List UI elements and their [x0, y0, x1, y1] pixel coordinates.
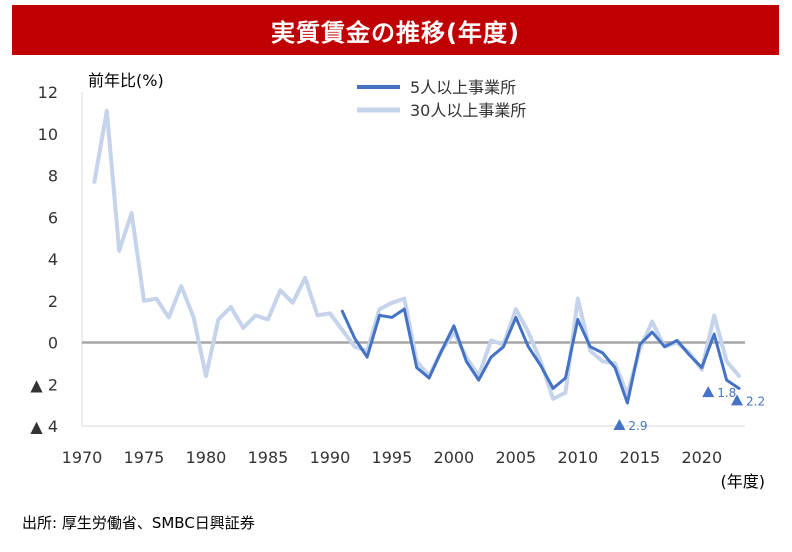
y-tick-label: 10 — [38, 125, 58, 144]
x-tick-label: 2010 — [557, 448, 598, 467]
y-tick-label: ▲ 2 — [30, 375, 58, 394]
legend-label: 30人以上事業所 — [410, 101, 526, 120]
annotation-label: 2.2 — [746, 394, 765, 408]
annotation-triangle — [731, 394, 743, 406]
x-tick-label: 2005 — [496, 448, 537, 467]
x-tick-label: 2015 — [619, 448, 660, 467]
y-tick-label: 4 — [48, 250, 58, 269]
chart-title: 実質賃金の推移(年度) — [12, 5, 779, 55]
annotation-triangle — [613, 419, 626, 431]
annotation-label: 2.9 — [628, 419, 647, 433]
y-tick-label: 6 — [48, 208, 58, 227]
legend-label: 5人以上事業所 — [410, 78, 516, 97]
x-axis-title: (年度) — [721, 472, 766, 491]
series-line-30-plus — [92, 108, 741, 401]
x-tick-label: 2000 — [434, 448, 475, 467]
x-tick-label: 1980 — [186, 448, 227, 467]
x-tick-label: 1990 — [310, 448, 351, 467]
source-note: 出所: 厚生労働省、SMBC日興証券 — [22, 514, 255, 532]
x-tick-label: 2020 — [681, 448, 722, 467]
y-tick-label: 8 — [48, 167, 58, 186]
annotation-triangle — [702, 386, 715, 398]
y-axis-title: 前年比(%) — [88, 71, 164, 90]
y-tick-label: ▲ 4 — [30, 417, 58, 436]
y-tick-label: 0 — [48, 334, 58, 353]
annotation-label: 1.8 — [717, 386, 736, 400]
y-tick-label: 2 — [48, 292, 58, 311]
x-tick-label: 1985 — [248, 448, 289, 467]
series-line-5-plus — [340, 307, 741, 405]
x-tick-label: 1970 — [62, 448, 103, 467]
x-tick-label: 1995 — [372, 448, 413, 467]
y-tick-label: 12 — [38, 83, 58, 102]
x-tick-label: 1975 — [124, 448, 165, 467]
